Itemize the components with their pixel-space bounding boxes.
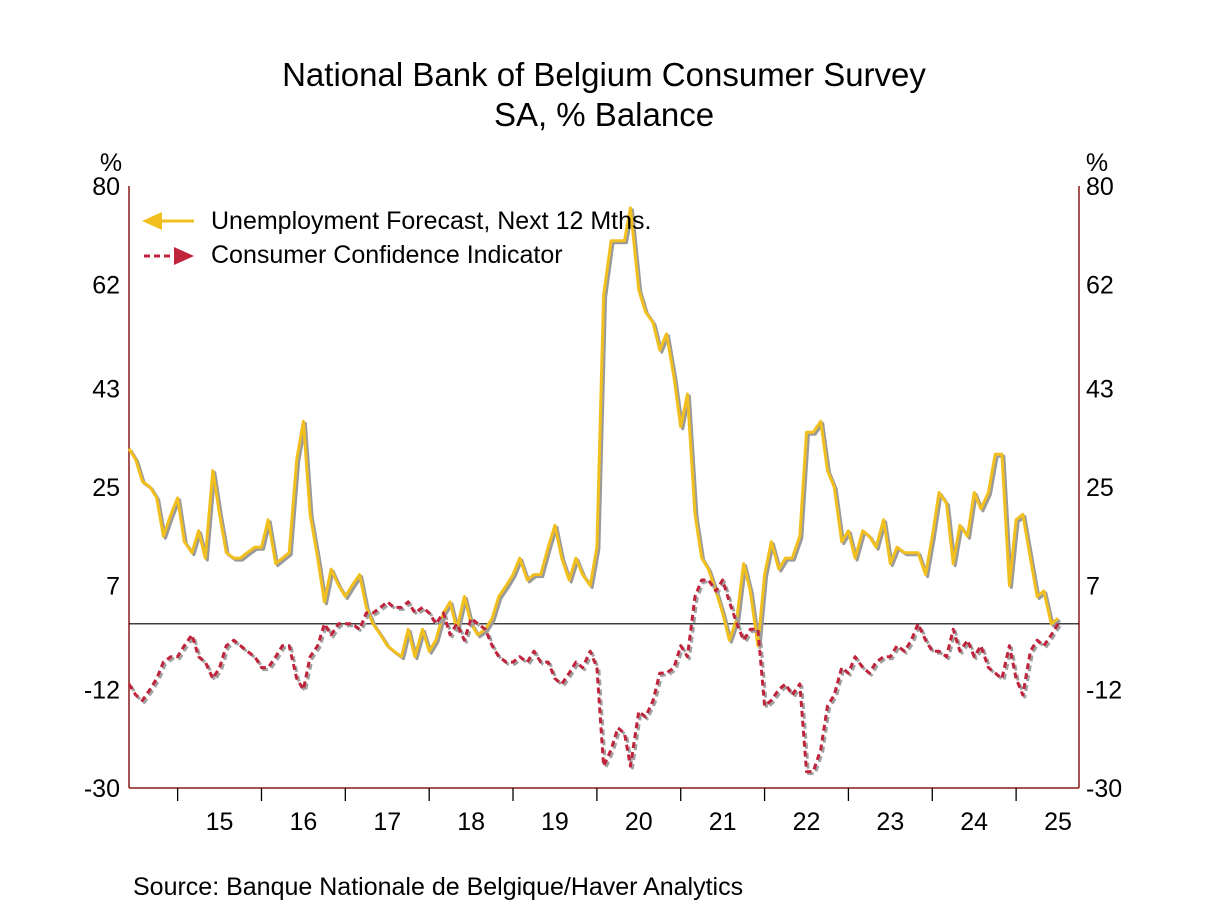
left-y-axis-ticks: 80 62 43 25 7 -12 -30	[84, 173, 120, 803]
right-y-tick-label: 62	[1086, 272, 1114, 300]
x-tick-label: 23	[876, 808, 904, 836]
series-unemployment-line	[127, 206, 1059, 659]
left-y-tick-label: 7	[106, 573, 120, 601]
right-y-tick-label: 7	[1086, 573, 1100, 601]
right-axis-unit-label: %	[1086, 149, 1108, 177]
series-layer	[127, 206, 1062, 776]
right-y-tick-label: 80	[1086, 173, 1114, 201]
left-y-tick-label: -30	[84, 775, 120, 803]
right-y-tick-label: 25	[1086, 474, 1114, 502]
legend-unemployment-label: Unemployment Forecast, Next 12 Mths.	[211, 207, 651, 235]
x-tick-label: 22	[793, 808, 821, 836]
x-tick-label: 21	[709, 808, 737, 836]
right-y-tick-label: -30	[1086, 775, 1122, 803]
series-confidence-line	[127, 578, 1060, 774]
legend-confidence-label: Consumer Confidence Indicator	[211, 241, 563, 269]
chart-title: National Bank of Belgium Consumer Survey	[282, 56, 926, 93]
series-confidence-shadow	[129, 580, 1062, 776]
legend: Unemployment Forecast, Next 12 Mths. Con…	[142, 207, 651, 269]
legend-item-confidence: Consumer Confidence Indicator	[144, 241, 563, 269]
left-y-tick-label: 25	[92, 474, 120, 502]
legend-left-arrow-icon	[142, 212, 162, 230]
source-note: Source: Banque Nationale de Belgique/Hav…	[133, 873, 743, 901]
left-y-tick-label: -12	[84, 676, 120, 704]
right-y-tick-label: -12	[1086, 676, 1122, 704]
x-tick-label: 24	[960, 808, 988, 836]
x-tick-label: 19	[541, 808, 569, 836]
x-tick-label: 25	[1044, 808, 1072, 836]
x-tick-label: 18	[457, 808, 485, 836]
right-y-tick-label: 43	[1086, 375, 1114, 403]
x-tick-label: 16	[289, 808, 317, 836]
left-y-tick-label: 62	[92, 272, 120, 300]
x-tick-label: 17	[373, 808, 401, 836]
chart-subtitle: SA, % Balance	[494, 96, 714, 133]
legend-right-arrow-icon	[174, 247, 194, 265]
x-axis-marks: 15 16 17 18 19 20 21 22 23 24 25	[176, 788, 1072, 836]
left-y-tick-label: 43	[92, 375, 120, 403]
series-unemployment-shadow	[129, 208, 1061, 661]
left-y-tick-label: 80	[92, 173, 120, 201]
right-y-axis-ticks: 80 62 43 25 7 -12 -30	[1086, 173, 1122, 803]
left-axis-unit-label: %	[100, 149, 122, 177]
legend-item-unemployment: Unemployment Forecast, Next 12 Mths.	[142, 207, 651, 235]
x-tick-label: 15	[206, 808, 234, 836]
x-tick-label: 20	[625, 808, 653, 836]
